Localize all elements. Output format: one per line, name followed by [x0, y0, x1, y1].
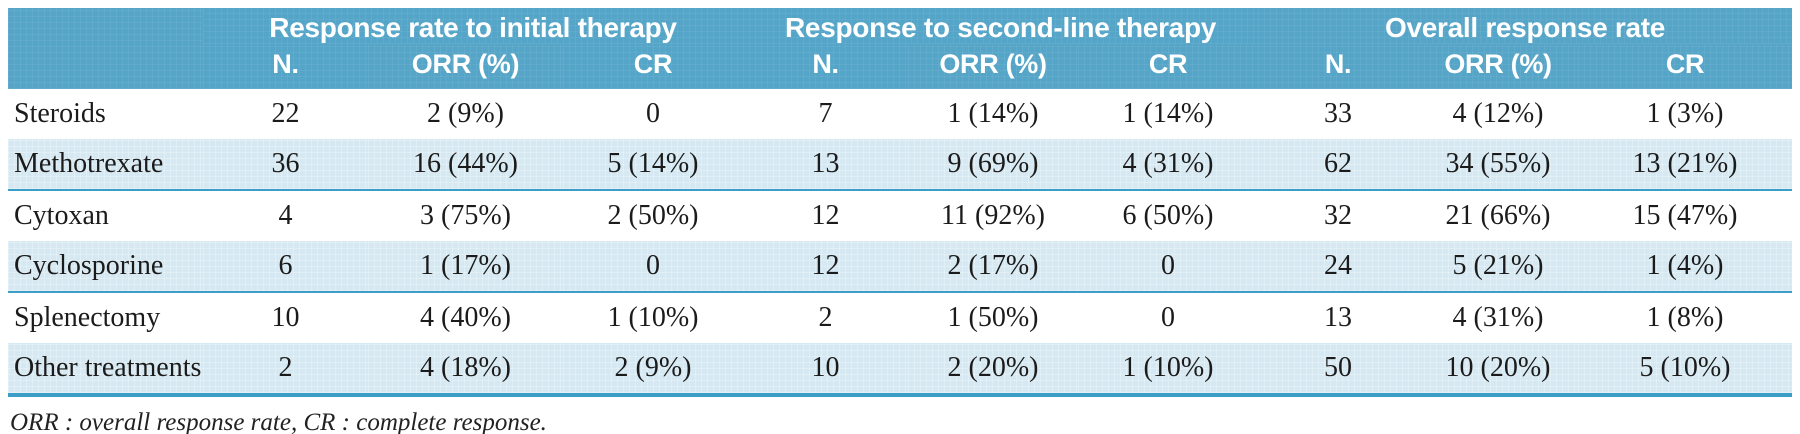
cell-value: 32	[1324, 200, 1353, 231]
cell-value: 12	[743, 241, 909, 293]
cell-value: 10	[743, 343, 909, 397]
cell-value: 1 (10%)	[1078, 343, 1259, 397]
cell-value: 11 (92%)	[941, 200, 1045, 231]
cell-value: 1 (50%)	[947, 302, 1039, 333]
cell-value: 1 (10%)	[607, 302, 699, 333]
cell-value: 9 (69%)	[908, 139, 1079, 191]
subcolumn-header-cr: CR	[1578, 44, 1793, 89]
table-row-cyclosporine: Cyclosporine 6 1 (17%) 0 12 2 (17%) 0 24…	[8, 241, 1793, 293]
row-label: Cytoxan	[14, 200, 109, 231]
table-body: Steroids 22 2 (9%) 0 7 1 (14%) 1 (14%) 3…	[8, 89, 1793, 397]
cell-value: 2	[818, 302, 833, 333]
cell-value: 16 (44%)	[368, 139, 563, 191]
cell-value: 6	[203, 241, 368, 293]
row-label: Methotrexate	[8, 139, 203, 191]
cell-value: 5 (21%)	[1418, 241, 1579, 293]
subcolumn-header-orr: ORR (%)	[908, 44, 1079, 89]
row-label: Splenectomy	[14, 302, 161, 333]
cell-value: 1 (8%)	[1646, 302, 1724, 333]
cell-value: 3 (75%)	[420, 200, 511, 231]
cell-value: 62	[1258, 139, 1419, 191]
cell-value: 1 (4%)	[1578, 241, 1793, 293]
cell-value: 13	[743, 139, 909, 191]
cell-value: 4 (31%)	[1078, 139, 1259, 191]
cell-value: 36	[203, 139, 368, 191]
table-header: Response rate to initial therapy Respons…	[8, 8, 1793, 89]
cell-value: 4 (40%)	[420, 302, 511, 333]
table-row-methotrexate: Methotrexate 36 16 (44%) 5 (14%) 13 9 (6…	[8, 139, 1793, 191]
cell-value: 0	[646, 98, 660, 129]
cell-value: 2 (50%)	[607, 200, 699, 231]
cell-value: 2 (9%)	[427, 98, 504, 129]
cell-value: 2	[203, 343, 368, 397]
cell-value: 12	[811, 200, 840, 231]
column-group-overall-response: Overall response rate	[1258, 8, 1793, 44]
cell-value: 7	[818, 98, 833, 129]
cell-value: 2 (20%)	[908, 343, 1079, 397]
therapy-response-table: Response rate to initial therapy Respons…	[8, 8, 1793, 397]
cell-value: 21 (66%)	[1445, 200, 1551, 231]
cell-value: 10 (20%)	[1418, 343, 1579, 397]
cell-value: 0	[1161, 302, 1176, 333]
cell-value: 33	[1324, 98, 1353, 129]
cell-value: 4 (31%)	[1452, 302, 1544, 333]
empty-header-cell	[8, 8, 203, 89]
cell-value: 2 (17%)	[908, 241, 1079, 293]
column-group-row: Response rate to initial therapy Respons…	[8, 8, 1793, 89]
subcolumn-header-orr: ORR (%)	[1418, 44, 1579, 89]
column-group-second-line-therapy: Response to second-line therapy	[743, 8, 1259, 44]
subcolumn-header-n: N.	[1258, 44, 1419, 89]
row-label: Other treatments	[8, 343, 203, 397]
subcolumn-header-cr: CR	[1078, 44, 1259, 89]
row-label: Steroids	[14, 98, 106, 129]
cell-value: 5 (10%)	[1578, 343, 1793, 397]
cell-value: 22	[271, 98, 300, 129]
table-row-splenectomy: Splenectomy 10 4 (40%) 1 (10%) 2 1 (50%)…	[8, 292, 1792, 343]
subcolumn-header-n: N.	[743, 44, 909, 89]
cell-value: 13 (21%)	[1578, 139, 1793, 191]
cell-value: 50	[1258, 343, 1419, 397]
row-label: Cyclosporine	[8, 241, 203, 293]
cell-value: 13	[1324, 302, 1353, 333]
subcolumn-header-n: N.	[203, 44, 368, 89]
table-row-steroids: Steroids 22 2 (9%) 0 7 1 (14%) 1 (14%) 3…	[8, 89, 1792, 139]
cell-value: 1 (14%)	[947, 98, 1039, 129]
cell-value: 4 (18%)	[368, 343, 563, 397]
column-group-initial-therapy: Response rate to initial therapy	[203, 8, 744, 44]
cell-value: 24	[1258, 241, 1419, 293]
cell-value: 10	[271, 302, 300, 333]
cell-value: 1 (14%)	[1122, 98, 1214, 129]
cell-value: 2 (9%)	[563, 343, 744, 397]
cell-value: 1 (3%)	[1646, 98, 1724, 129]
cell-value: 15 (47%)	[1632, 200, 1738, 231]
cell-value: 5 (14%)	[563, 139, 744, 191]
cell-value: 4	[278, 200, 293, 231]
cell-value: 34 (55%)	[1418, 139, 1579, 191]
table-row-other-treatments: Other treatments 2 4 (18%) 2 (9%) 10 2 (…	[8, 343, 1793, 397]
cell-value: 0	[563, 241, 744, 293]
subcolumn-header-orr: ORR (%)	[368, 44, 563, 89]
subcolumn-header-row: N. ORR (%) CR N. ORR (%) CR N. ORR (%) C…	[8, 44, 1793, 89]
cell-value: 1 (17%)	[368, 241, 563, 293]
table-footnote: ORR : overall response rate, CR : comple…	[10, 409, 547, 434]
cell-value: 4 (12%)	[1452, 98, 1544, 129]
subcolumn-header-cr: CR	[563, 44, 744, 89]
cell-value: 6 (50%)	[1122, 200, 1214, 231]
table-row-cytoxan: Cytoxan 4 3 (75%) 2 (50%) 12 11 (92%) 6 …	[8, 190, 1792, 241]
cell-value: 0	[1078, 241, 1259, 293]
